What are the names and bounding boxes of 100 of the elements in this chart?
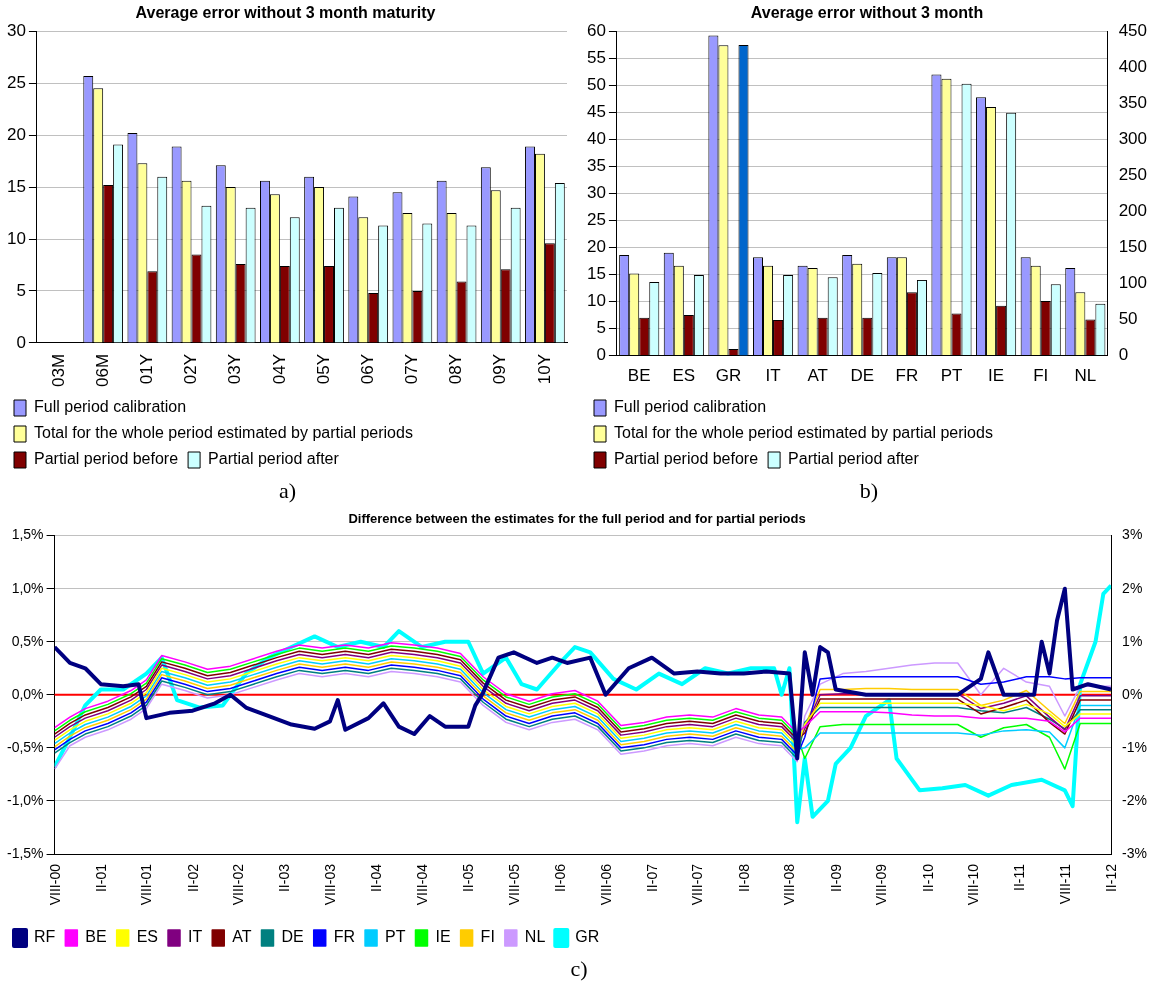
x-tick-label: 03Y [225, 353, 245, 385]
y-tick-label: 55 [586, 47, 606, 67]
y2-tick-label: 0% [1122, 685, 1143, 702]
y2-tick-label: 450 [1118, 20, 1148, 40]
legend-label: RF [34, 928, 56, 946]
y2-tick-label: 400 [1118, 56, 1148, 76]
x-tick-label: II-08 [735, 863, 752, 893]
y-tick-label: 15 [6, 176, 26, 196]
y-tick-label: 5 [596, 318, 606, 338]
y2-tick-label: 2% [1122, 579, 1143, 596]
legend-label: FI [480, 928, 495, 946]
x-tick-label: VIII-00 [46, 863, 63, 906]
y2-tick-label: 250 [1118, 165, 1148, 185]
y-tick-label: 0,5% [11, 632, 44, 649]
legend-label: AT [232, 928, 252, 946]
x-tick-label: 08Y [446, 353, 466, 385]
y2-tick-label: -2% [1122, 791, 1148, 808]
y2-tick-label: 0 [1118, 345, 1129, 365]
y2-tick-label: -3% [1122, 844, 1148, 861]
y-tick-label: 1,5% [11, 526, 44, 543]
y2-tick-label: 50 [1118, 309, 1138, 329]
legend-label: Partial period before [34, 450, 179, 468]
x-tick-label: VIII-10 [965, 863, 982, 906]
x-tick-label: 06Y [357, 353, 377, 385]
y-tick-label: 25 [6, 72, 26, 92]
x-tick-label: 05Y [313, 353, 333, 385]
y2-tick-label: 150 [1118, 237, 1148, 257]
x-tick-label: 09Y [490, 353, 510, 385]
x-tick-label: GR [715, 366, 742, 386]
y-tick-label: 0 [596, 345, 606, 365]
y-tick-label: -1,0% [6, 791, 44, 808]
y-tick-label: 10 [6, 228, 26, 248]
y-tick-label: 5 [16, 280, 26, 300]
chart-title: Average error without 3 month [750, 4, 984, 22]
y-tick-label: 50 [586, 74, 606, 94]
x-tick-label: VIII-01 [138, 863, 155, 906]
x-tick-label: IE [988, 366, 1005, 386]
legend-label: Full period calibration [614, 398, 767, 416]
y-tick-label: 30 [586, 183, 606, 203]
y-tick-label: 20 [586, 237, 606, 257]
chart-title: Average error without 3 month maturity [135, 4, 436, 22]
x-tick-label: VIII-03 [322, 863, 338, 906]
x-tick-label: ES [672, 366, 696, 386]
x-tick-label: NL [1074, 366, 1097, 386]
legend-label: BE [85, 928, 107, 946]
y2-tick-label: 100 [1118, 273, 1148, 293]
y2-tick-label: -1% [1122, 738, 1148, 755]
x-tick-label: II-04 [368, 863, 385, 893]
y-tick-label: 10 [586, 291, 606, 311]
legend-label: Partial period after [208, 450, 340, 468]
legend-label: Total for the whole period estimated by partial periods [34, 424, 413, 442]
chart-title: Difference between the estimates for the full period and for partial periods [348, 511, 806, 527]
y2-tick-label: 3% [1122, 526, 1143, 543]
text: a) [277, 478, 298, 504]
legend-label: DE [281, 928, 304, 946]
x-tick-label: 06M [92, 353, 112, 388]
x-tick-label: VIII-11 [1056, 863, 1073, 905]
y-tick-label: 15 [586, 264, 606, 284]
y-tick-label: 60 [586, 20, 606, 40]
y-tick-label: 25 [586, 210, 606, 230]
y-tick-label: 35 [586, 156, 606, 176]
x-tick-label: IT [765, 366, 781, 386]
x-tick-label: FR [895, 366, 919, 386]
y2-tick-label: 200 [1118, 201, 1148, 221]
x-tick-label: VIII-06 [597, 863, 614, 906]
y-tick-label: 20 [6, 124, 26, 144]
x-tick-label: PT [940, 366, 963, 386]
y-tick-label: 40 [586, 129, 606, 149]
x-tick-label: AT [807, 366, 828, 386]
legend-label: Full period calibration [34, 398, 187, 416]
legend-label: ES [136, 928, 159, 946]
x-tick-label: 10Y [534, 353, 554, 385]
x-tick-label: II-12 [1103, 863, 1120, 893]
x-tick-label: FI [1033, 366, 1049, 386]
x-tick-label: II-02 [184, 863, 201, 893]
x-tick-label: II-01 [92, 863, 109, 893]
x-tick-label: 01Y [137, 353, 157, 385]
x-tick-label: BE [627, 366, 651, 386]
x-tick-label: VIII-02 [230, 863, 247, 906]
x-tick-label: II-06 [552, 863, 569, 893]
y-tick-label: -0,5% [6, 738, 44, 755]
x-tick-label: II-09 [827, 863, 844, 893]
y-tick-label: -1,5% [6, 844, 44, 861]
x-tick-label: II-11 [1011, 863, 1028, 891]
legend-label: GR [575, 928, 600, 946]
x-tick-label: VIII-08 [781, 863, 798, 906]
y-tick-label: 0,0% [11, 685, 44, 702]
legend-label: IT [188, 928, 203, 946]
legend-label: FR [333, 928, 356, 946]
legend-label: NL [524, 928, 546, 946]
x-tick-label: DE [850, 366, 875, 386]
x-tick-label: 02Y [181, 353, 201, 385]
x-tick-label: VIII-04 [414, 863, 431, 906]
legend-label: IE [435, 928, 451, 946]
y2-tick-label: 300 [1118, 129, 1148, 149]
x-tick-label: 04Y [269, 353, 289, 385]
x-tick-label: II-05 [460, 863, 477, 893]
y-tick-label: 30 [6, 20, 26, 40]
y2-tick-label: 1% [1122, 632, 1143, 649]
legend-label: Partial period after [788, 450, 920, 468]
